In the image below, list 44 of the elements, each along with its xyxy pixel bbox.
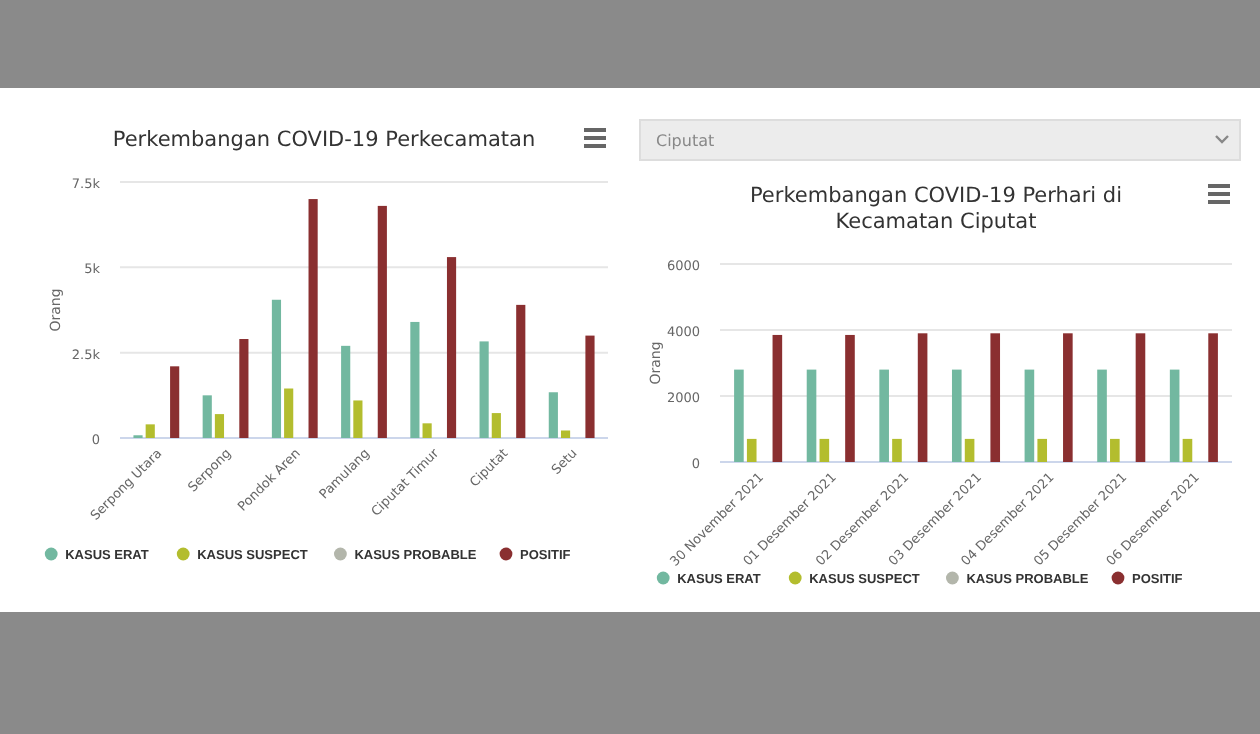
dropdown-field: Ciputat (639, 119, 1241, 161)
bar (819, 438, 830, 462)
bar (845, 334, 855, 462)
bar (308, 199, 318, 438)
bar (892, 438, 902, 462)
bar (734, 369, 744, 462)
bar (1182, 438, 1193, 462)
bar (410, 321, 420, 438)
bar (341, 345, 351, 438)
bar (548, 392, 558, 438)
bar (1169, 369, 1180, 462)
bar (772, 334, 783, 462)
bar (585, 335, 595, 438)
chart-title: Perkembangan COVID-19 Perkecamatan (112, 128, 536, 152)
chart-title: Perkembangan COVID-19 Perhari di Kecamatan Ciputat (749, 184, 1123, 234)
bar (516, 304, 526, 438)
bar (271, 299, 282, 438)
bar (746, 438, 757, 462)
bar (491, 413, 501, 438)
bar (422, 423, 432, 438)
bar (479, 341, 489, 438)
bar (377, 205, 387, 438)
bar (1135, 333, 1146, 462)
bar (560, 430, 571, 438)
bar (1063, 333, 1073, 462)
bar (951, 369, 962, 462)
bar (446, 257, 457, 438)
bar (1037, 438, 1048, 462)
bar (202, 395, 212, 438)
bar (353, 400, 363, 438)
bar (806, 369, 817, 462)
bar (284, 388, 294, 438)
bar (990, 333, 1001, 462)
bar (1208, 333, 1218, 462)
bar (214, 414, 225, 438)
bar (1024, 369, 1035, 462)
bar (917, 333, 928, 462)
bar (170, 366, 180, 438)
bar (145, 424, 155, 438)
bar (1110, 438, 1120, 462)
bar (1097, 369, 1107, 462)
bar (239, 339, 249, 438)
bar (964, 438, 975, 462)
bar (879, 369, 889, 462)
